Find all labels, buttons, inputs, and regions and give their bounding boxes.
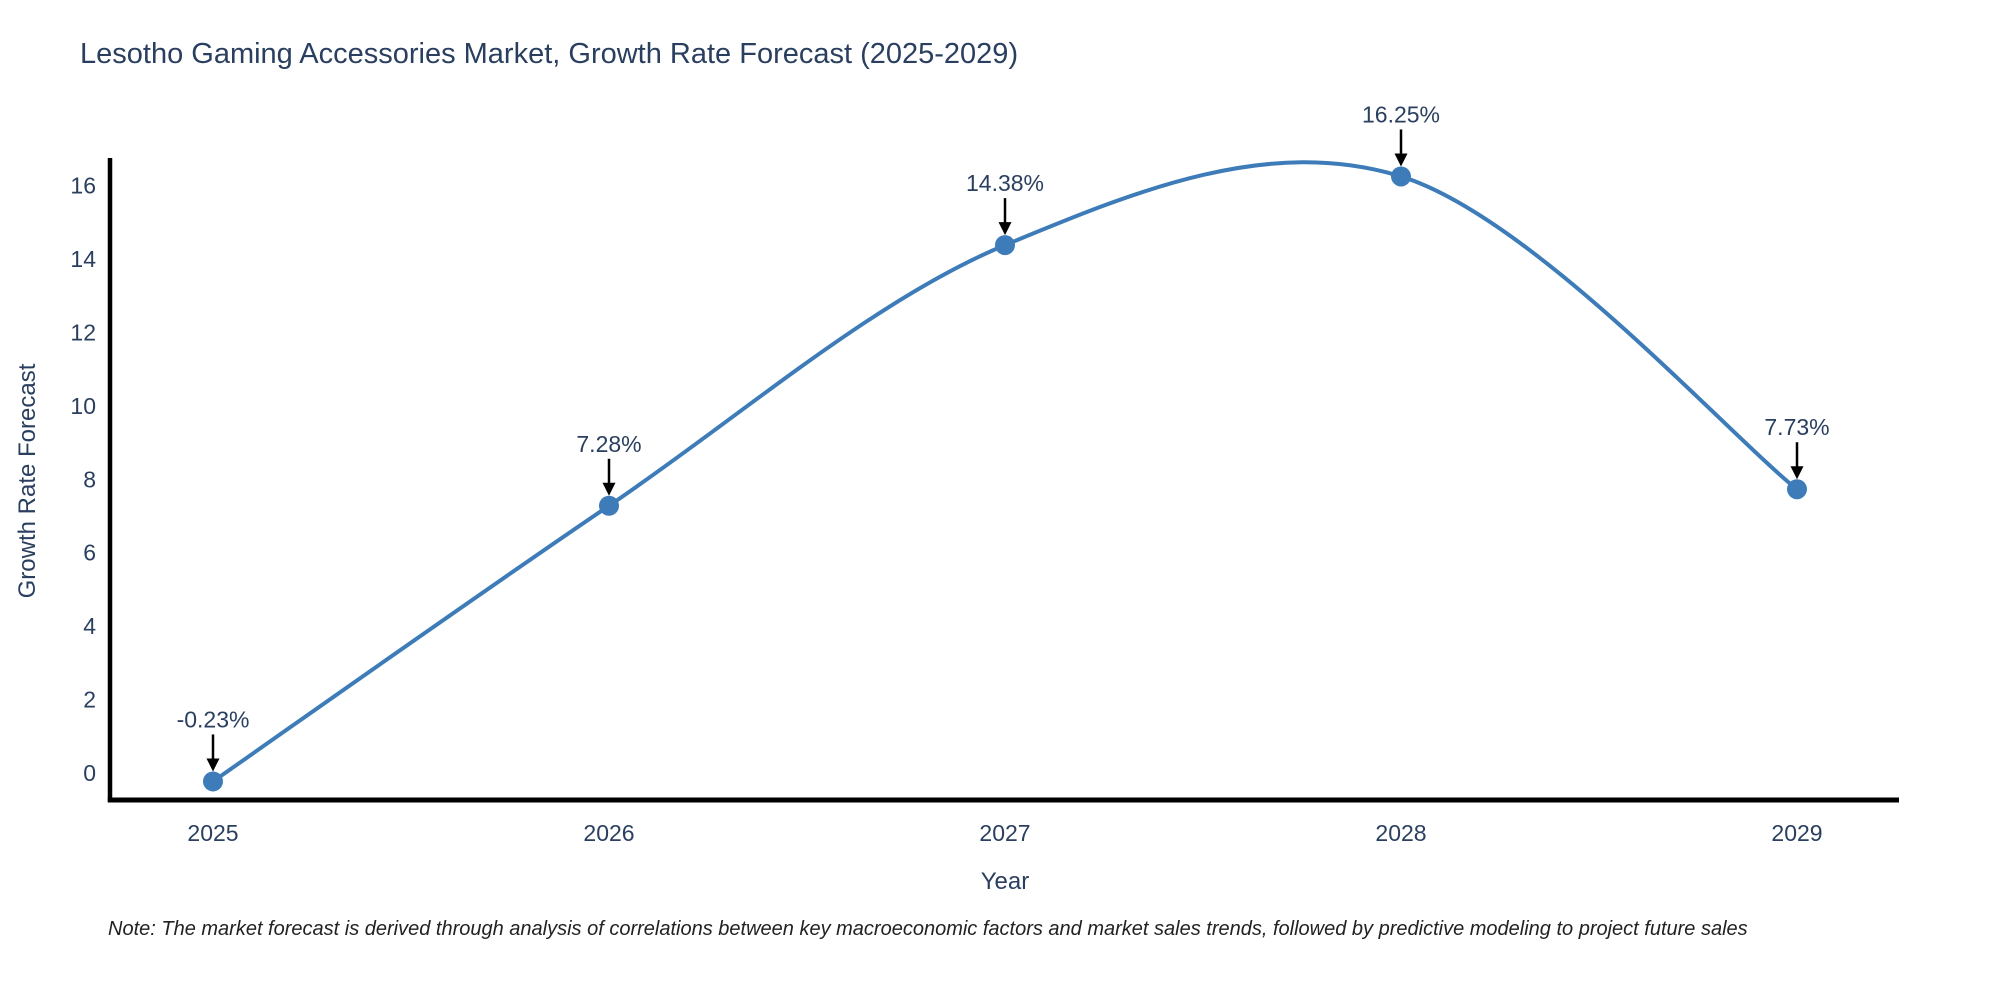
annotation-arrow-head	[206, 758, 220, 772]
data-point-2028	[1391, 166, 1411, 187]
data-point-2026	[599, 495, 619, 516]
chart-title: Lesotho Gaming Accessories Market, Growt…	[80, 38, 1019, 70]
y-tick-label: 2	[83, 687, 96, 713]
y-tick-label: 14	[70, 246, 96, 272]
annotation-arrow-head	[1790, 466, 1804, 480]
annotation-layer: -0.23% 7.28% 14.38% 16.25% 7.73%	[177, 101, 1830, 772]
data-point-2027	[995, 235, 1015, 256]
y-tick-label: 4	[83, 613, 96, 639]
y-tick-label: 16	[70, 173, 96, 199]
tick-layer: 0 2 4 6 8 10 12 14 16 2025 2026 2027 2028 2029	[70, 173, 1822, 846]
x-tick-label: 2029	[1771, 820, 1822, 846]
x-axis-title: Year	[980, 868, 1030, 895]
x-tick-label: 2025	[187, 820, 238, 846]
point-annotation: 14.38%	[966, 170, 1044, 196]
point-annotation: 7.73%	[1764, 414, 1829, 440]
x-tick-label: 2027	[979, 820, 1030, 846]
annotation-arrow-head	[998, 222, 1012, 236]
y-tick-label: 6	[83, 540, 96, 566]
annotation-arrow-head	[602, 482, 616, 496]
footnote: Note: The market forecast is derived thr…	[108, 918, 1748, 940]
data-point-2025	[203, 771, 223, 792]
annotation-arrow-head	[1394, 153, 1408, 167]
y-tick-label: 0	[83, 760, 96, 786]
data-point-2029	[1787, 479, 1807, 500]
point-annotation: -0.23%	[177, 706, 250, 732]
point-annotation: 7.28%	[576, 431, 641, 457]
x-tick-label: 2026	[583, 820, 634, 846]
forecast-line	[211, 160, 1799, 784]
x-tick-label: 2028	[1375, 820, 1426, 846]
series-layer	[203, 160, 1807, 792]
y-tick-label: 8	[83, 466, 96, 492]
y-tick-label: 10	[70, 393, 96, 419]
y-tick-label: 12	[70, 319, 96, 345]
point-annotation: 16.25%	[1362, 101, 1440, 127]
